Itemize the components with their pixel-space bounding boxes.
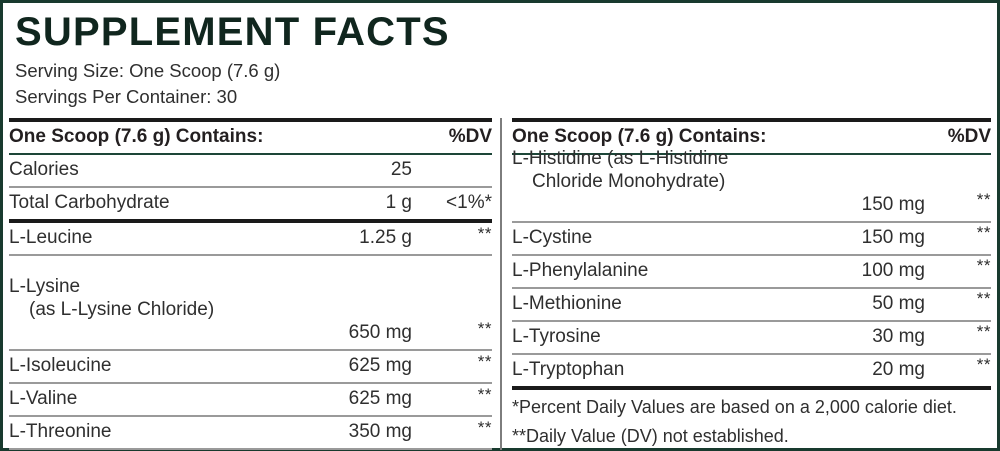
- left-column-header: One Scoop (7.6 g) Contains: %DV: [9, 122, 492, 153]
- row-divider: [512, 286, 991, 289]
- table-row: L-Histidine (as L-Histidine Chloride Mon…: [512, 148, 991, 221]
- nutrient-amount: 625 mg: [348, 388, 412, 410]
- right-header-dv-label: %DV: [947, 125, 991, 147]
- nutrient-name: L-Threonine: [9, 421, 112, 443]
- nutrient-dv: **: [477, 417, 492, 437]
- left-header-top-rule: [9, 117, 492, 122]
- nutrient-name: L-Methionine: [512, 292, 622, 314]
- servings-per-container-text: Servings Per Container: 30: [15, 85, 238, 107]
- nutrient-amount: 100 mg: [861, 259, 925, 281]
- serving-info: Serving Size: One Scoop (7.6 g) Servings…: [9, 58, 991, 110]
- nutrient-dv: **: [976, 289, 991, 309]
- nutrient-name: L-Cystine: [512, 226, 593, 248]
- left-header-bottom-rule: [9, 152, 492, 155]
- nutrient-dv: **: [976, 322, 991, 342]
- nutrition-columns: One Scoop (7.6 g) Contains: %DV Calories…: [9, 117, 991, 450]
- nutrient-name-line2: Chloride Monohydrate): [532, 171, 726, 193]
- nutrient-dv: **: [976, 256, 991, 276]
- table-row: L-Leucine 1.25 g **: [9, 223, 492, 254]
- table-row: L-Tryptophan 20 mg **: [512, 355, 991, 386]
- table-row: L-Phenylalanine 100 mg **: [512, 256, 991, 287]
- right-column-header: One Scoop (7.6 g) Contains: %DV: [512, 122, 991, 153]
- nutrient-dv: **: [477, 351, 492, 371]
- table-row: L-Isoleucine 625 mg **: [9, 351, 492, 382]
- nutrient-name: L-Isoleucine: [9, 355, 112, 377]
- serving-size-text: Serving Size: One Scoop (7.6 g): [15, 60, 281, 81]
- nutrient-name: L-Lysine (as L-Lysine Chloride): [9, 252, 300, 345]
- nutrient-name: L-Tyrosine: [512, 325, 601, 347]
- row-divider: [512, 352, 991, 355]
- nutrient-dv: **: [976, 355, 991, 375]
- table-row: L-Valine 625 mg **: [9, 384, 492, 415]
- nutrient-name: Calories: [9, 159, 79, 181]
- nutrient-name: L-Histidine (as L-Histidine Chloride Mon…: [512, 124, 803, 217]
- nutrient-name: L-Valine: [9, 388, 78, 410]
- footnote-percent-dv: *Percent Daily Values are based on a 2,0…: [512, 396, 957, 417]
- nutrient-amount: 1.25 g: [359, 227, 412, 249]
- nutrient-amount: 350 mg: [348, 421, 412, 443]
- left-header-label: One Scoop (7.6 g) Contains:: [9, 125, 264, 147]
- row-divider: [9, 253, 492, 256]
- nutrient-name: Total Carbohydrate: [9, 192, 170, 214]
- nutrient-dv: **: [477, 318, 492, 338]
- page-title: SUPPLEMENT FACTS: [15, 10, 450, 54]
- nutrient-amount: 650 mg: [348, 322, 412, 344]
- nutrient-amount: 1 g: [385, 192, 412, 214]
- nutrient-name: L-Tryptophan: [512, 358, 625, 380]
- nutrient-amount: 25: [390, 159, 412, 181]
- nutrient-dv: **: [976, 190, 991, 210]
- nutrient-name-line1: L-Lysine: [9, 276, 81, 298]
- table-row: Total Carbohydrate 1 g <1%*: [9, 188, 492, 219]
- nutrient-name-line2: (as L-Lysine Chloride): [29, 299, 215, 321]
- row-divider: [512, 253, 991, 256]
- nutrient-name: L-Leucine: [9, 227, 93, 249]
- table-row: L-Cystine 150 mg **: [512, 223, 991, 254]
- right-header-top-rule: [512, 117, 991, 122]
- row-divider: [9, 447, 492, 450]
- nutrient-amount: 625 mg: [348, 355, 412, 377]
- row-divider: [9, 381, 492, 384]
- footnotes: *Percent Daily Values are based on a 2,0…: [512, 390, 991, 450]
- nutrient-amount: 150 mg: [861, 226, 925, 248]
- nutrient-name-line1: L-Histidine (as L-Histidine: [512, 148, 729, 170]
- row-divider: [9, 185, 492, 188]
- table-row: L-Lysine (as L-Lysine Chloride) 650 mg *…: [9, 256, 492, 349]
- nutrient-amount: 20 mg: [872, 358, 925, 380]
- footnote-dv-not-established: **Daily Value (DV) not established.: [512, 425, 789, 446]
- nutrient-dv: **: [477, 384, 492, 404]
- table-row: L-Threonine 350 mg **: [9, 417, 492, 448]
- nutrient-dv: **: [976, 223, 991, 243]
- row-divider: [512, 319, 991, 322]
- right-header-bottom-rule: [512, 152, 991, 155]
- right-nutrient-column: One Scoop (7.6 g) Contains: %DV L-Histid…: [500, 117, 991, 450]
- nutrient-amount: 50 mg: [872, 292, 925, 314]
- row-divider: [9, 414, 492, 417]
- nutrient-name: L-Phenylalanine: [512, 259, 649, 281]
- table-row: L-Methionine 50 mg **: [512, 289, 991, 320]
- table-row: L-Tyrosine 30 mg **: [512, 322, 991, 353]
- row-divider: [9, 348, 492, 351]
- nutrient-dv: **: [477, 223, 492, 243]
- table-row: Calories 25: [9, 155, 492, 186]
- section-divider: [9, 218, 492, 223]
- nutrient-amount: 30 mg: [872, 325, 925, 347]
- nutrient-dv: <1%*: [446, 192, 492, 214]
- footnote-divider: [512, 385, 991, 390]
- right-header-label: One Scoop (7.6 g) Contains:: [512, 125, 767, 147]
- row-divider: [512, 220, 991, 223]
- nutrient-amount: 150 mg: [861, 193, 925, 215]
- left-header-dv-label: %DV: [448, 125, 492, 147]
- left-nutrient-column: One Scoop (7.6 g) Contains: %DV Calories…: [9, 117, 500, 450]
